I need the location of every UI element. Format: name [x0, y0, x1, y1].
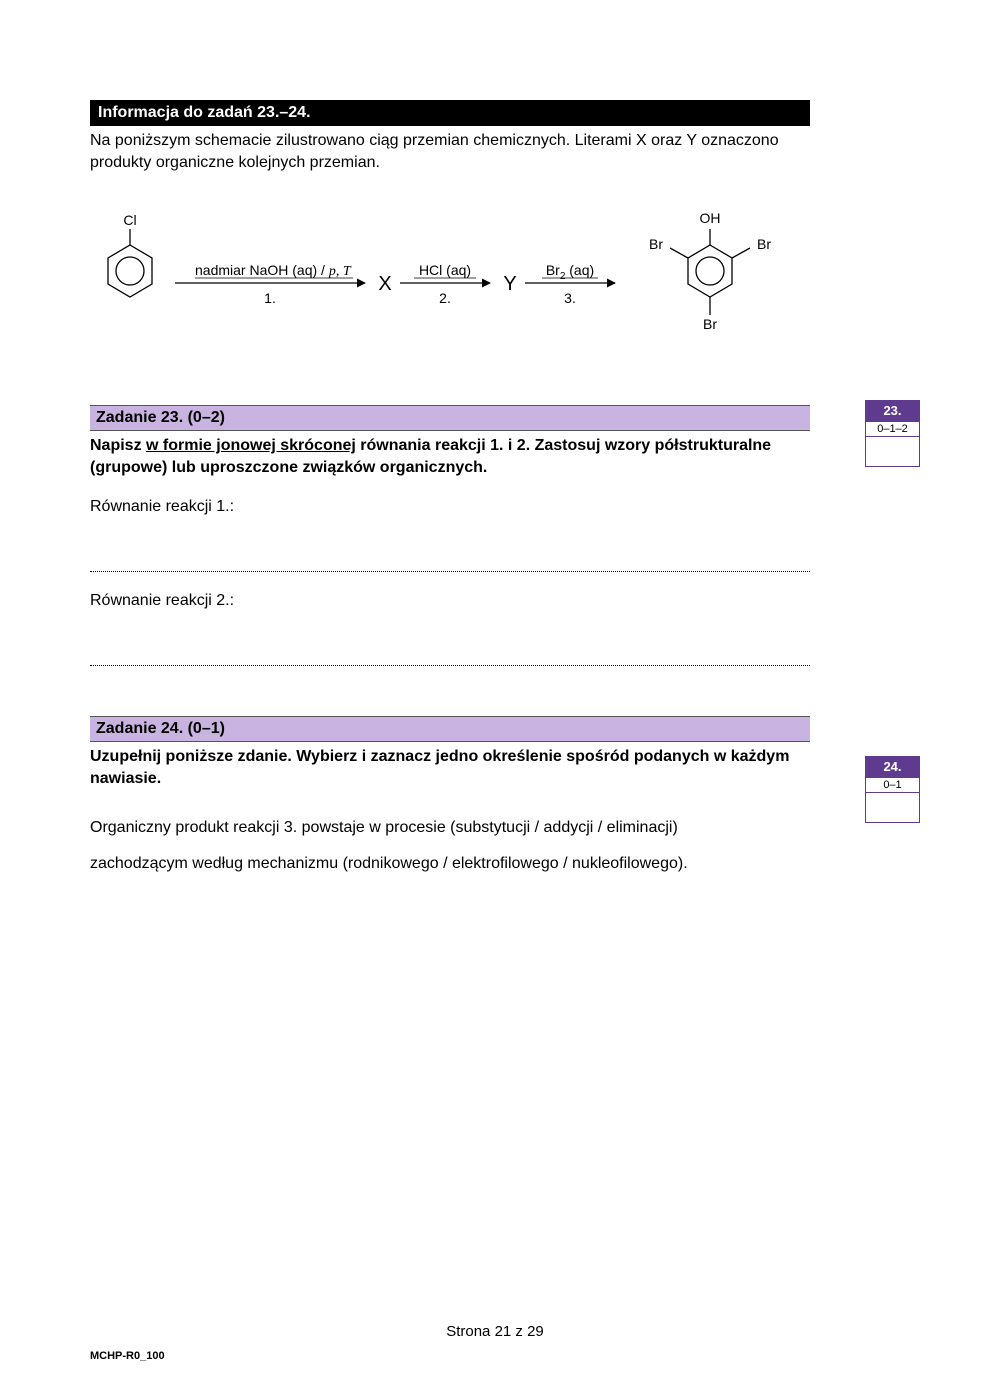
score-box-23: 23. 0–1–2 [865, 400, 920, 467]
task23-body: Napisz w formie jonowej skróconej równan… [90, 435, 810, 480]
intro-text: Na poniższym schemacie zilustrowano ciąg… [90, 130, 810, 175]
score-box-24: 24. 0–1 [865, 756, 920, 823]
step3-reagent-a: Br [546, 262, 560, 278]
arrow-step-3: Br2 (aq) 3. [525, 262, 615, 306]
step1-reagent-b: p, T [328, 264, 352, 279]
task23-body-a: Napisz [90, 437, 146, 454]
step2-reagent: HCl (aq) [419, 262, 471, 278]
eq2-answer-line[interactable] [90, 665, 810, 666]
task24-sentence-1[interactable]: Organiczny produkt reakcji 3. powstaje w… [90, 810, 810, 845]
intermediate-y: Y [503, 273, 516, 295]
svg-text:nadmiar NaOH (aq) / p, T: nadmiar NaOH (aq) / p, T [195, 262, 352, 279]
score-pts-24: 0–1 [865, 777, 920, 793]
arrow-step-2: HCl (aq) 2. [400, 262, 490, 306]
br-right-label: Br [757, 236, 771, 252]
eq1-label: Równanie reakcji 1.: [90, 498, 810, 516]
eq2-label: Równanie reakcji 2.: [90, 592, 810, 610]
task24-body: Uzupełnij poniższe zdanie. Wybierz i zaz… [90, 746, 810, 791]
oh-label: OH [700, 210, 721, 226]
task23-header: Zadanie 23. (0–2) [90, 405, 810, 431]
doc-code: MCHP-R0_100 [90, 1350, 165, 1362]
step1-reagent-a: nadmiar NaOH (aq) / [195, 262, 329, 278]
score-blank-23[interactable] [865, 437, 920, 467]
reaction-scheme: Cl nadmiar NaOH (aq) / p, T 1. X HCl (aq… [90, 205, 810, 365]
eq1-answer-line[interactable] [90, 571, 810, 572]
score-blank-24[interactable] [865, 793, 920, 823]
task24-sentence-2[interactable]: zachodzącym według mechanizmu (rodnikowe… [90, 846, 810, 881]
score-pts-23: 0–1–2 [865, 421, 920, 437]
intermediate-x: X [378, 273, 391, 295]
task24-header: Zadanie 24. (0–1) [90, 716, 810, 742]
arrow-step-1: nadmiar NaOH (aq) / p, T 1. [175, 262, 365, 306]
step1-num: 1. [264, 290, 276, 306]
info-header: Informacja do zadań 23.–24. [90, 100, 810, 126]
step3-reagent-c: (aq) [565, 262, 594, 278]
structure-chlorobenzene: Cl [108, 212, 152, 297]
task23-body-u: w formie jonowej skróconej [146, 437, 356, 454]
cl-label: Cl [123, 212, 136, 228]
step2-num: 2. [439, 290, 451, 306]
score-num-23: 23. [865, 400, 920, 421]
structure-tribromophenol: OH Br Br Br [649, 210, 771, 332]
br-bottom-label: Br [703, 316, 717, 332]
score-num-24: 24. [865, 756, 920, 777]
svg-text:Br2 (aq): Br2 (aq) [546, 262, 594, 282]
page-number: Strona 21 z 29 [0, 1323, 990, 1340]
step3-num: 3. [564, 290, 576, 306]
br-left-label: Br [649, 236, 663, 252]
